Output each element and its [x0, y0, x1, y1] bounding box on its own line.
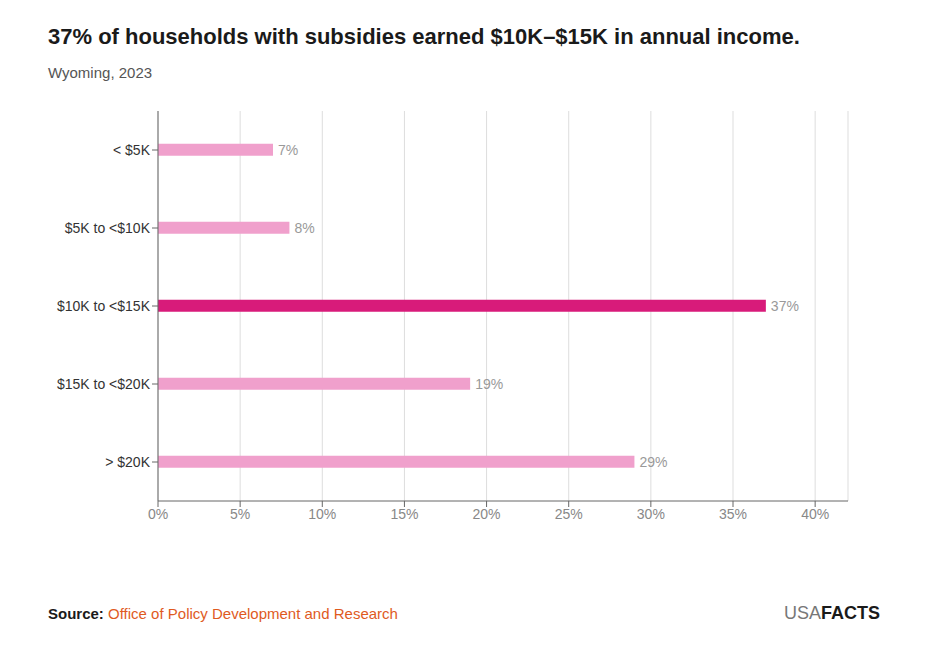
svg-text:$15K to <$20K: $15K to <$20K: [57, 376, 151, 392]
svg-text:37%: 37%: [771, 298, 799, 314]
html-text:Wyoming, 2023: Wyoming, 2023: [48, 64, 153, 81]
svg-text:40%: 40%: [801, 506, 829, 522]
svg-text:19%: 19%: [475, 376, 503, 392]
svg-text:5%: 5%: [230, 506, 250, 522]
svg-text:30%: 30%: [637, 506, 665, 522]
svg-text:< $5K: < $5K: [113, 142, 151, 158]
html-text:USA FACTS: USA FACTS: [784, 603, 880, 623]
svg-text:29%: 29%: [639, 454, 667, 470]
svg-text:8%: 8%: [294, 220, 314, 236]
svg-text:20%: 20%: [473, 506, 501, 522]
svg-text:35%: 35%: [719, 506, 747, 522]
svg-text:7%: 7%: [278, 142, 298, 158]
svg-text:15%: 15%: [390, 506, 418, 522]
svg-text:> $20K: > $20K: [105, 454, 150, 470]
html-text:Source: Office of Policy Devel: Source: Office of Policy Development and…: [48, 605, 398, 622]
svg-text:10%: 10%: [308, 506, 336, 522]
svg-text:0%: 0%: [148, 506, 168, 522]
svg-text:$5K to <$10K: $5K to <$10K: [65, 220, 151, 236]
svg-text:$10K to <$15K: $10K to <$15K: [57, 298, 151, 314]
html-text:37% of households with subsidi: 37% of households with subsidies earned …: [48, 24, 800, 49]
svg-text:25%: 25%: [555, 506, 583, 522]
